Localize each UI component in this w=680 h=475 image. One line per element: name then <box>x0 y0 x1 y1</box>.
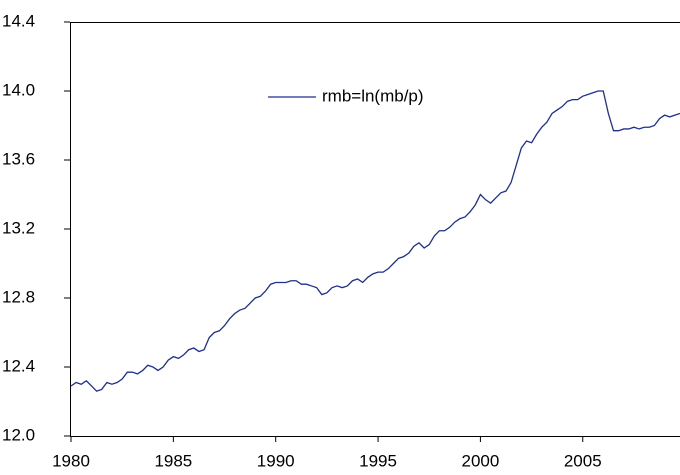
legend-label: rmb=ln(mb/p) <box>322 86 424 105</box>
y-tick-label: 13.2 <box>2 218 35 237</box>
data-line <box>70 90 680 392</box>
x-tick-label: 1990 <box>257 451 295 470</box>
y-tick-label: 13.6 <box>2 149 35 168</box>
y-tick-label: 14.0 <box>2 80 35 99</box>
y-tick-label: 14.4 <box>2 11 35 30</box>
x-tick-label: 1985 <box>154 451 192 470</box>
y-tick-label: 12.8 <box>2 287 35 306</box>
y-tick-label: 12.0 <box>2 425 35 444</box>
x-tick-label: 2000 <box>461 451 499 470</box>
x-tick-label: 2005 <box>564 451 602 470</box>
y-tick-label: 12.4 <box>2 356 35 375</box>
x-tick-label: 1980 <box>52 451 90 470</box>
x-tick-label: 1995 <box>359 451 397 470</box>
